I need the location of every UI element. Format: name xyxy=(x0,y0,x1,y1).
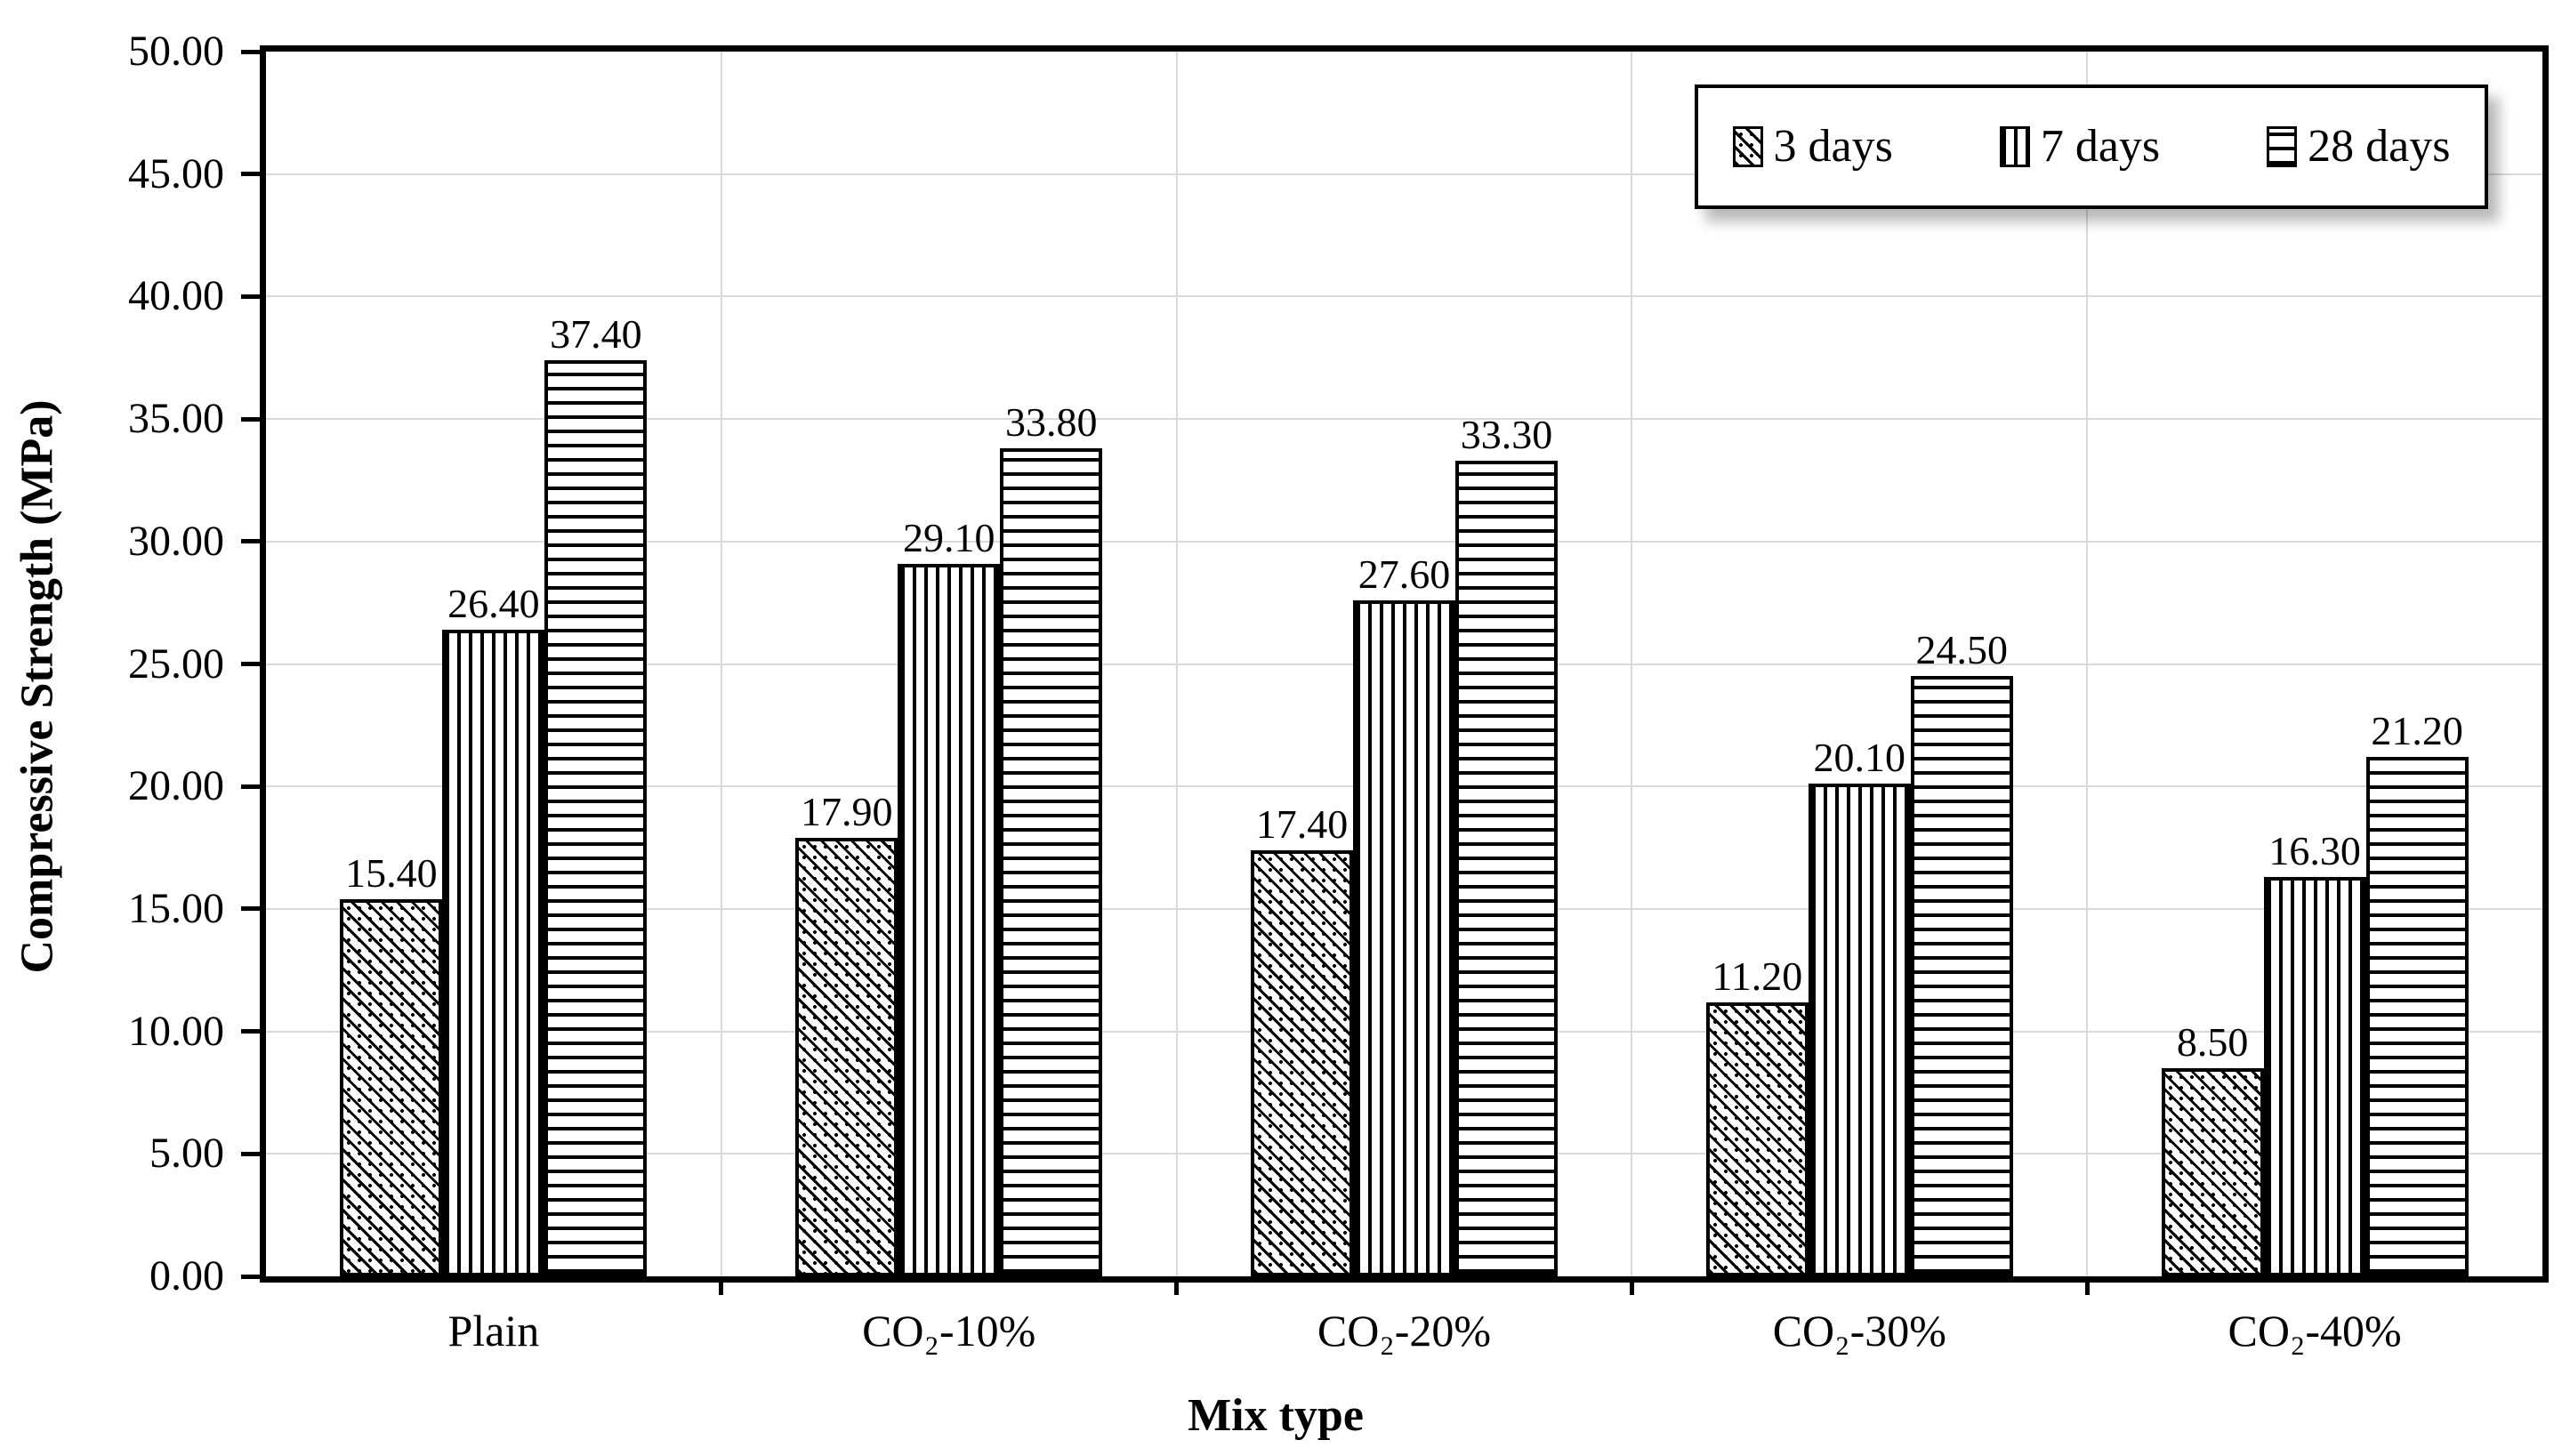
bar-3-days-co-10pct xyxy=(795,838,898,1276)
y-axis-tick xyxy=(241,416,263,422)
bar-3-days-co-20pct xyxy=(1251,849,1353,1276)
value-label-7-days-co-10pct: 29.10 xyxy=(902,514,995,560)
bar-7-days-co-10pct xyxy=(898,563,1001,1276)
bar-3-days-co-40pct xyxy=(2161,1067,2264,1276)
value-label-28-days-co-40pct: 21.20 xyxy=(2371,708,2463,754)
bar-28-days-co-30pct xyxy=(1910,676,2013,1276)
y-axis-tick xyxy=(241,294,263,299)
x-category-label-co-10pct: CO₂-10% xyxy=(862,1306,1036,1355)
legend-label: 28 days xyxy=(2308,121,2451,172)
bar-3-days-plain xyxy=(340,898,443,1276)
gridline-vertical xyxy=(1175,52,1178,1276)
y-axis-tick xyxy=(241,1274,263,1279)
y-axis-tick xyxy=(241,49,263,54)
gridline-horizontal xyxy=(266,295,2542,298)
x-axis-tick xyxy=(1174,1283,1180,1295)
value-label-28-days-plain: 37.40 xyxy=(550,311,642,357)
value-label-3-days-co-10pct: 17.90 xyxy=(800,789,893,835)
y-axis-tick-label: 45.00 xyxy=(128,149,224,197)
y-axis-tick-label: 15.00 xyxy=(128,884,224,932)
legend-item-28-days: 28 days xyxy=(2267,124,2450,170)
bar-28-days-plain xyxy=(544,360,648,1276)
gridline-horizontal xyxy=(266,540,2542,543)
bar-7-days-co-30pct xyxy=(1808,784,1911,1276)
gridline-vertical xyxy=(1631,52,1633,1276)
legend-swatch-diagonal-hatch-icon xyxy=(1732,126,1763,167)
y-axis-tick-label: 25.00 xyxy=(128,640,224,688)
x-category-label-plain: Plain xyxy=(447,1306,540,1355)
legend-swatch-horizontal-lines-icon xyxy=(2267,126,2298,167)
legend-swatch-vertical-lines-icon xyxy=(1999,126,2030,167)
value-label-7-days-co-20pct: 27.60 xyxy=(1358,551,1451,597)
x-axis-tick xyxy=(2084,1283,2090,1295)
x-category-label-co-40pct: CO₂-40% xyxy=(2228,1306,2402,1355)
x-category-label-co-30pct: CO₂-30% xyxy=(1772,1306,1946,1355)
gridline-vertical xyxy=(2086,52,2089,1276)
value-label-3-days-co-20pct: 17.40 xyxy=(1255,800,1349,847)
plot-area xyxy=(260,45,2549,1283)
legend-label: 3 days xyxy=(1773,121,1893,172)
bar-7-days-co-20pct xyxy=(1353,599,1455,1276)
x-axis-tick xyxy=(1629,1283,1634,1295)
x-axis-tick xyxy=(719,1283,724,1295)
y-axis-tick-label: 20.00 xyxy=(128,762,224,810)
bar-3-days-co-30pct xyxy=(1705,1002,1809,1276)
bar-28-days-co-10pct xyxy=(1000,448,1103,1276)
y-axis-tick-label: 40.00 xyxy=(128,272,224,320)
y-axis-tick xyxy=(241,1151,263,1156)
y-axis-tick-label: 35.00 xyxy=(128,395,224,443)
legend-label: 7 days xyxy=(2040,121,2161,172)
y-axis-tick xyxy=(241,662,263,666)
gridline-vertical xyxy=(720,52,722,1276)
value-label-3-days-co-40pct: 8.50 xyxy=(2176,1018,2249,1065)
y-axis-tick-label: 0.00 xyxy=(149,1252,224,1299)
bar-28-days-co-40pct xyxy=(2365,757,2469,1276)
legend-item-7-days: 7 days xyxy=(1999,121,2161,172)
y-axis-tick xyxy=(241,172,263,177)
bar-7-days-co-40pct xyxy=(2263,877,2366,1276)
value-label-7-days-co-40pct: 16.30 xyxy=(2268,828,2361,874)
x-category-label-co-20pct: CO₂-20% xyxy=(1317,1306,1492,1355)
value-label-7-days-co-30pct: 20.10 xyxy=(1813,735,1906,781)
y-axis-tick xyxy=(241,906,263,912)
value-label-7-days-plain: 26.40 xyxy=(447,580,540,626)
y-axis-tick-label: 50.00 xyxy=(128,28,224,75)
value-label-28-days-co-30pct: 24.50 xyxy=(1915,627,2009,673)
legend: 3 days 7 days 28 days xyxy=(1695,84,2488,209)
x-axis-title: Mix type xyxy=(1188,1390,1364,1441)
gridline-horizontal xyxy=(266,418,2542,421)
y-axis-tick xyxy=(241,539,263,544)
y-axis-tick-label: 5.00 xyxy=(149,1130,224,1178)
y-axis-tick xyxy=(241,1029,263,1034)
bar-28-days-co-20pct xyxy=(1455,460,1558,1276)
y-axis-tick xyxy=(241,784,263,789)
value-label-28-days-co-10pct: 33.80 xyxy=(1004,399,1098,446)
value-label-3-days-plain: 15.40 xyxy=(345,849,438,896)
y-axis-tick-label: 30.00 xyxy=(128,517,224,565)
legend-item-3-days: 3 days xyxy=(1732,121,1893,172)
bar-7-days-plain xyxy=(442,629,545,1276)
value-label-28-days-co-20pct: 33.30 xyxy=(1460,411,1553,457)
value-label-3-days-co-30pct: 11.20 xyxy=(1712,953,1803,999)
y-axis-tick-label: 10.00 xyxy=(128,1007,224,1055)
gridline-horizontal xyxy=(266,173,2542,175)
